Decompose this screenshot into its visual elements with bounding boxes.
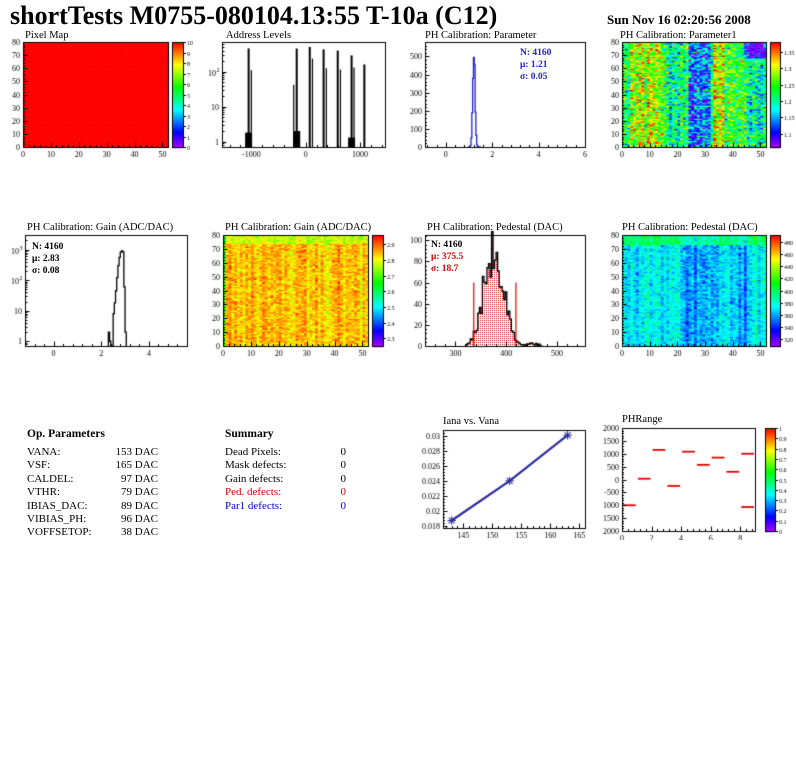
- chart-title: PH Calibration: Pedestal (DAC): [622, 222, 758, 233]
- chart-title: PH Calibration: Pedestal (DAC): [427, 222, 563, 233]
- op-param-label: CALDEL:: [27, 472, 74, 485]
- stat-sigma: σ: 18.7: [431, 264, 459, 274]
- summary-row: Ped. defects: 0: [225, 486, 346, 499]
- stat-mean: μ: 1.21: [520, 60, 548, 70]
- stat-entries: N: 4160: [431, 240, 463, 250]
- op-parameter-row: VOFFSETOP: 38 DAC: [27, 526, 158, 539]
- summary-value: 0: [340, 459, 347, 472]
- summary-label: Par1 defects:: [225, 499, 283, 512]
- stat-entries: N: 4160: [520, 48, 552, 58]
- gain-hist-pad: PH Calibration: Gain (ADC/DAC) N: 4160 μ…: [0, 220, 199, 358]
- chart-title: Address Levels: [226, 30, 292, 41]
- op-param-value: 38 DAC: [121, 526, 158, 539]
- ph-range-pad: PHRange: [597, 412, 796, 540]
- op-param-value: 153 DAC: [115, 446, 158, 458]
- gain-hist-plot: [0, 220, 199, 358]
- ph-parameter-hist-plot: [400, 28, 599, 160]
- summary-row: Dead Pixels: 0: [225, 446, 346, 459]
- op-param-label: VANA:: [27, 446, 61, 458]
- chart-title: PH Calibration: Gain (ADC/DAC): [27, 222, 174, 233]
- pedestal-hist-pad: PH Calibration: Pedestal (DAC) N: 4160 μ…: [400, 220, 599, 358]
- page-title: shortTests M0755-080104.13:55 T-10a (C12…: [10, 1, 498, 30]
- ph-parameter1-map-pad: PH Calibration: Parameter1: [597, 28, 796, 160]
- op-param-label: VOFFSETOP:: [27, 526, 92, 539]
- op-parameter-row: CALDEL: 97 DAC: [27, 473, 158, 486]
- summary-value: 0: [340, 486, 347, 499]
- stats-box: N: 4160 μ: 375.5 σ: 18.7: [431, 239, 463, 275]
- op-param-value: 96 DAC: [121, 512, 158, 525]
- gain-map-pad: PH Calibration: Gain (ADC/DAC): [200, 220, 399, 358]
- summary-label: Mask defects:: [225, 459, 287, 472]
- summary-label: Ped. defects:: [225, 486, 282, 499]
- summary-label: Gain defects:: [225, 472, 284, 485]
- stats-box: N: 4160 μ: 1.21 σ: 0.05: [520, 47, 551, 83]
- summary-row: Par1 defects: 0: [225, 500, 346, 513]
- op-param-label: IBIAS_DAC:: [27, 499, 88, 512]
- address-levels-pad: Address Levels: [200, 28, 399, 160]
- summary-label: Dead Pixels:: [225, 446, 281, 458]
- chart-title: PH Calibration: Parameter1: [620, 30, 737, 41]
- pedestal-map-pad: PH Calibration: Pedestal (DAC): [597, 220, 796, 358]
- op-parameter-row: VSF: 165 DAC: [27, 459, 158, 472]
- summary-value: 0: [340, 446, 347, 458]
- op-parameter-row: VTHR: 79 DAC: [27, 486, 158, 499]
- op-parameter-row: IBIAS_DAC: 89 DAC: [27, 500, 158, 513]
- op-parameter-row: VIBIAS_PH: 96 DAC: [27, 513, 158, 526]
- op-param-label: VIBIAS_PH:: [27, 512, 87, 525]
- stat-mean: μ: 2.83: [32, 254, 60, 264]
- iana-vs-vana-pad: Iana vs. Vana: [400, 412, 599, 540]
- op-param-value: 89 DAC: [121, 499, 158, 512]
- pixel-map-pad: Pixel Map: [0, 28, 199, 160]
- op-parameters-panel: Op. Parameters VANA: 153 DAC VSF: 165 DAC …: [27, 428, 158, 540]
- pixel-map-plot: [0, 28, 199, 160]
- chart-title: PH Calibration: Gain (ADC/DAC): [225, 222, 372, 233]
- summary-row: Mask defects: 0: [225, 459, 346, 472]
- chart-title: Iana vs. Vana: [443, 416, 500, 427]
- pedestal-hist-plot: [400, 220, 599, 358]
- summary-heading: Summary: [225, 428, 274, 440]
- chart-title: Pixel Map: [25, 30, 69, 41]
- op-param-label: VSF:: [27, 459, 51, 472]
- timestamp: Sun Nov 16 02:20:56 2008: [607, 12, 751, 27]
- ph-parameter-hist-pad: PH Calibration: Parameter N: 4160 μ: 1.2…: [400, 28, 599, 160]
- op-param-value: 79 DAC: [121, 486, 158, 499]
- ph-parameter1-map-plot: [597, 28, 796, 160]
- pedestal-map-plot: [597, 220, 796, 358]
- summary-value: 0: [340, 499, 347, 512]
- op-parameters-heading: Op. Parameters: [27, 428, 105, 440]
- chart-title: PH Calibration: Parameter: [425, 30, 537, 41]
- stats-box: N: 4160 μ: 2.83 σ: 0.08: [32, 241, 63, 277]
- ph-range-plot: [597, 412, 796, 540]
- op-param-value: 97 DAC: [121, 472, 158, 485]
- summary-value: 0: [340, 472, 347, 485]
- op-param-label: VTHR:: [27, 486, 60, 499]
- gain-map-plot: [200, 220, 399, 358]
- stat-mean: μ: 375.5: [431, 252, 464, 262]
- stat-sigma: σ: 0.05: [520, 72, 548, 82]
- summary-row: Gain defects: 0: [225, 473, 346, 486]
- stat-entries: N: 4160: [32, 242, 64, 252]
- chart-title: PHRange: [622, 414, 663, 425]
- iana-vs-vana-plot: [400, 412, 599, 540]
- op-param-value: 165 DAC: [115, 459, 158, 472]
- op-parameter-row: VANA: 153 DAC: [27, 446, 158, 459]
- summary-panel: Summary Dead Pixels: 0 Mask defects: 0 Gai…: [225, 428, 346, 513]
- stat-sigma: σ: 0.08: [32, 266, 60, 276]
- address-levels-plot: [200, 28, 399, 160]
